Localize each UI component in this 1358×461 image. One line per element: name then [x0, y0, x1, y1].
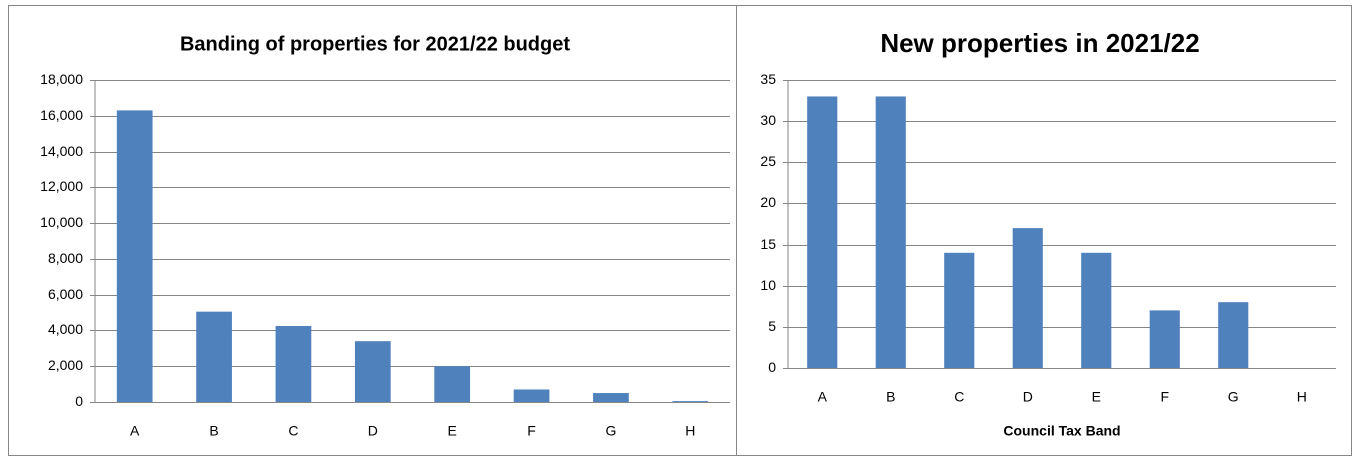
- x-tick-label: H: [1297, 389, 1307, 405]
- y-tick-label: 35: [760, 71, 776, 87]
- y-tick-label: 5: [768, 318, 776, 334]
- bar: [1218, 302, 1249, 368]
- y-tick-label: 25: [760, 153, 776, 169]
- chart-title: Banding of properties for 2021/22 budget: [180, 33, 570, 55]
- x-tick-label: E: [1092, 389, 1101, 405]
- x-tick-label: D: [1023, 389, 1033, 405]
- x-tick-label: G: [1228, 389, 1239, 405]
- y-tick-label: 2,000: [48, 357, 83, 373]
- x-tick-label: F: [527, 423, 536, 439]
- y-tick-label: 10: [760, 277, 776, 293]
- bar: [513, 389, 550, 402]
- y-tick-label: 8,000: [48, 250, 83, 266]
- bar: [434, 366, 471, 402]
- bar: [1149, 310, 1180, 368]
- bar: [807, 96, 838, 368]
- y-tick-label: 4,000: [48, 321, 83, 337]
- bar: [275, 325, 312, 402]
- x-tick-label: G: [605, 423, 616, 439]
- x-tick-label: C: [288, 423, 298, 439]
- y-tick-label: 10,000: [40, 214, 83, 230]
- y-tick-label: 0: [75, 393, 83, 409]
- x-tick-label: C: [954, 389, 964, 405]
- bar: [672, 401, 709, 402]
- bar: [875, 96, 906, 368]
- x-tick-label: A: [130, 423, 140, 439]
- bar: [593, 393, 629, 402]
- y-tick-label: 12,000: [40, 178, 83, 194]
- bar: [116, 110, 153, 403]
- x-tick-label: B: [886, 389, 895, 405]
- y-tick-label: 16,000: [40, 107, 83, 123]
- x-tick-label: B: [209, 423, 218, 439]
- y-tick-label: 0: [768, 359, 776, 375]
- bar: [1081, 252, 1112, 368]
- bar: [354, 341, 391, 402]
- chart-title: New properties in 2021/22: [880, 28, 1199, 58]
- y-tick-label: 20: [760, 194, 776, 210]
- bar: [1012, 228, 1043, 368]
- x-tick-label: H: [685, 423, 695, 439]
- y-tick-label: 15: [760, 236, 776, 252]
- x-tick-label: D: [368, 423, 378, 439]
- bar: [196, 311, 232, 402]
- y-tick-label: 14,000: [40, 143, 83, 159]
- x-axis-label: Council Tax Band: [1003, 423, 1120, 439]
- x-tick-label: E: [448, 423, 457, 439]
- y-tick-label: 30: [760, 112, 776, 128]
- y-tick-label: 6,000: [48, 286, 83, 302]
- chart-frame: [736, 5, 1352, 456]
- bar: [944, 252, 975, 368]
- x-tick-label: F: [1160, 389, 1169, 405]
- x-tick-label: A: [818, 389, 828, 405]
- y-tick-label: 18,000: [40, 71, 83, 87]
